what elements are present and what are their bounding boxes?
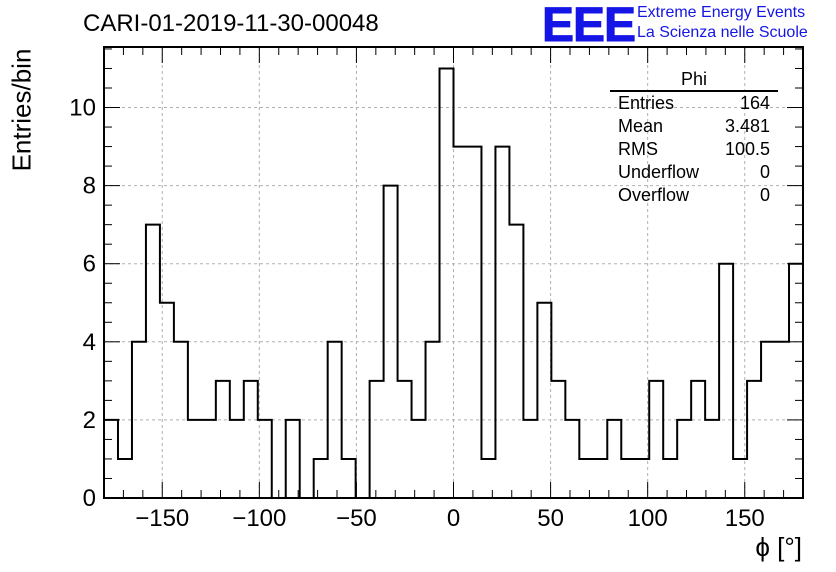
stats-row-rms: RMS 100.5 (610, 138, 778, 161)
x-tick-label: 100 (628, 505, 668, 532)
x-tick-label: 0 (447, 505, 460, 532)
x-tick-label: −150 (135, 505, 189, 532)
stats-histogram-name: Phi (610, 68, 778, 92)
stats-box: Phi Entries 164 Mean 3.481 RMS 100.5 Und… (610, 68, 778, 207)
logo-caption-line2: La Scienza nelle Scuole (637, 24, 808, 41)
stats-value: 100.5 (724, 139, 770, 159)
x-tick-label: 50 (537, 505, 564, 532)
plot-frame (103, 46, 804, 499)
stats-label: RMS (618, 139, 658, 159)
eee-logo: EEE (541, 0, 636, 53)
stats-label: Entries (618, 93, 675, 113)
y-axis-label: Entries/bin (6, 48, 37, 172)
stats-value: 164 (739, 93, 770, 113)
stats-value: 0 (759, 162, 770, 182)
y-tick-label: 8 (83, 173, 96, 200)
stats-value: 0 (759, 185, 770, 205)
stats-label: Underflow (618, 162, 700, 182)
stats-row-overflow: Overflow 0 (610, 184, 778, 207)
histogram-series-line (103, 67, 804, 499)
logo-caption-line1: Extreme Energy Events (637, 4, 806, 21)
y-tick-label: 10 (69, 95, 96, 122)
axis-ticks (104, 47, 803, 499)
y-tick-label: 0 (83, 485, 96, 512)
stats-label: Mean (618, 116, 664, 136)
stats-value: 3.481 (724, 116, 770, 136)
y-tick-label: 2 (83, 407, 96, 434)
stats-row-underflow: Underflow 0 (610, 161, 778, 184)
chart-title: CARI-01-2019-11-30-00048 (83, 10, 379, 37)
stats-label: Overflow (618, 185, 690, 205)
x-tick-label: 150 (725, 505, 765, 532)
tick-labels: −150 −100 −50 0 50 100 150 0 2 4 6 8 10 (69, 95, 764, 532)
y-tick-label: 4 (83, 329, 96, 356)
stats-row-entries: Entries 164 (610, 92, 778, 115)
x-tick-label: −100 (232, 505, 286, 532)
y-tick-label: 6 (83, 251, 96, 278)
x-tick-label: −50 (336, 505, 377, 532)
stats-row-mean: Mean 3.481 (610, 115, 778, 138)
x-axis-label: ϕ [°] (755, 532, 802, 562)
